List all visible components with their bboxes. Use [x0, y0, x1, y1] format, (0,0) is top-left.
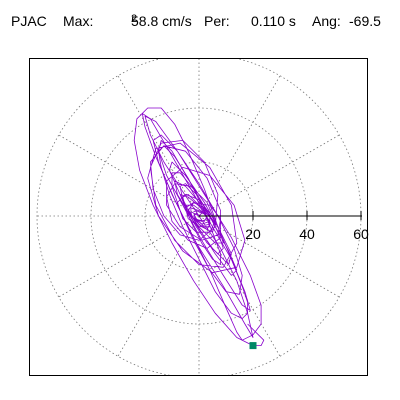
- radial-axis: 20 40 60: [199, 211, 369, 242]
- trace-series-1: [144, 115, 262, 341]
- period-value: 0.110 s: [251, 13, 296, 29]
- radial-tick-label-2: 60: [353, 226, 369, 242]
- grid-spoke-7: [58, 215, 200, 298]
- grid-spoke-10: [198, 215, 281, 357]
- radial-tick-label-1: 40: [299, 226, 315, 242]
- chart-header: PJAC Max: 58.8 cm/s 2 Per: 0.110 s Ang: -…: [11, 13, 395, 35]
- trace-series-2: [133, 107, 265, 347]
- max-label: Max:: [63, 13, 94, 29]
- trace-series-0: [141, 113, 254, 338]
- grid-spoke-2: [198, 75, 281, 217]
- max-value-text: 58.8 cm/s: [131, 13, 192, 29]
- grid-spoke-8: [117, 215, 200, 357]
- motion-trace: [133, 107, 265, 347]
- angle-value: -69.5: [349, 13, 381, 29]
- radial-tick-label-0: 20: [245, 226, 261, 242]
- grid-spoke-5: [58, 134, 200, 217]
- end-marker-group: [249, 342, 257, 350]
- grid-spoke-11: [198, 215, 340, 298]
- station-code: PJAC: [11, 13, 47, 29]
- grid-spoke-4: [117, 75, 200, 217]
- end-marker: [249, 342, 257, 350]
- period-label: Per:: [204, 13, 230, 29]
- grid-spoke-1: [198, 134, 340, 217]
- angle-label: Ang:: [312, 13, 341, 29]
- max-unit-exponent: 2: [131, 13, 138, 25]
